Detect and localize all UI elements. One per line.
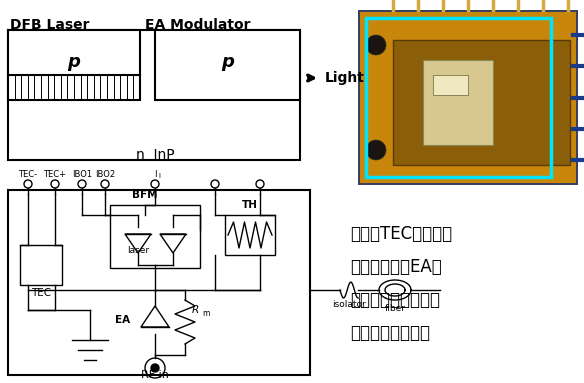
Text: 制器，背光检测二极: 制器，背光检测二极 xyxy=(350,291,440,309)
Text: 构成：TEC致冷器，: 构成：TEC致冷器， xyxy=(350,225,452,243)
Text: 管和，热敏电阻等: 管和，热敏电阻等 xyxy=(350,324,430,342)
Bar xyxy=(8,190,310,375)
Text: laser: laser xyxy=(127,246,149,255)
Text: p: p xyxy=(221,53,234,71)
Text: EA Modulator: EA Modulator xyxy=(145,18,251,32)
Bar xyxy=(366,18,551,177)
Bar xyxy=(423,60,493,145)
Text: l: l xyxy=(158,173,160,179)
Text: p: p xyxy=(68,53,81,71)
Text: DFB Laser: DFB Laser xyxy=(10,18,89,32)
Bar xyxy=(8,30,300,160)
Text: BFM: BFM xyxy=(132,190,158,200)
Text: R: R xyxy=(192,305,199,315)
Text: EA: EA xyxy=(115,315,130,325)
Circle shape xyxy=(151,364,159,372)
Circle shape xyxy=(366,140,386,160)
Bar xyxy=(433,75,468,95)
Text: IBO1: IBO1 xyxy=(72,170,92,179)
Text: RF in: RF in xyxy=(141,370,169,380)
Text: Light: Light xyxy=(325,71,365,85)
Bar xyxy=(358,10,578,185)
Bar xyxy=(8,30,140,100)
Text: TEC+: TEC+ xyxy=(43,170,67,179)
Text: IBO2: IBO2 xyxy=(95,170,115,179)
Bar xyxy=(20,245,62,285)
Bar xyxy=(110,205,200,268)
Text: TEC: TEC xyxy=(31,288,51,298)
Text: fiber: fiber xyxy=(384,304,405,313)
Circle shape xyxy=(366,35,386,55)
Text: TEC-: TEC- xyxy=(19,170,37,179)
Bar xyxy=(393,40,570,165)
Bar xyxy=(225,215,275,255)
Text: n  InP: n InP xyxy=(135,148,174,162)
Text: I: I xyxy=(154,170,157,179)
Text: 激光二极管，EA调: 激光二极管，EA调 xyxy=(350,258,442,276)
Text: TH: TH xyxy=(242,200,258,210)
Text: isolator: isolator xyxy=(332,300,366,309)
Bar xyxy=(155,30,300,100)
Bar xyxy=(360,12,576,183)
Text: m: m xyxy=(202,309,210,319)
